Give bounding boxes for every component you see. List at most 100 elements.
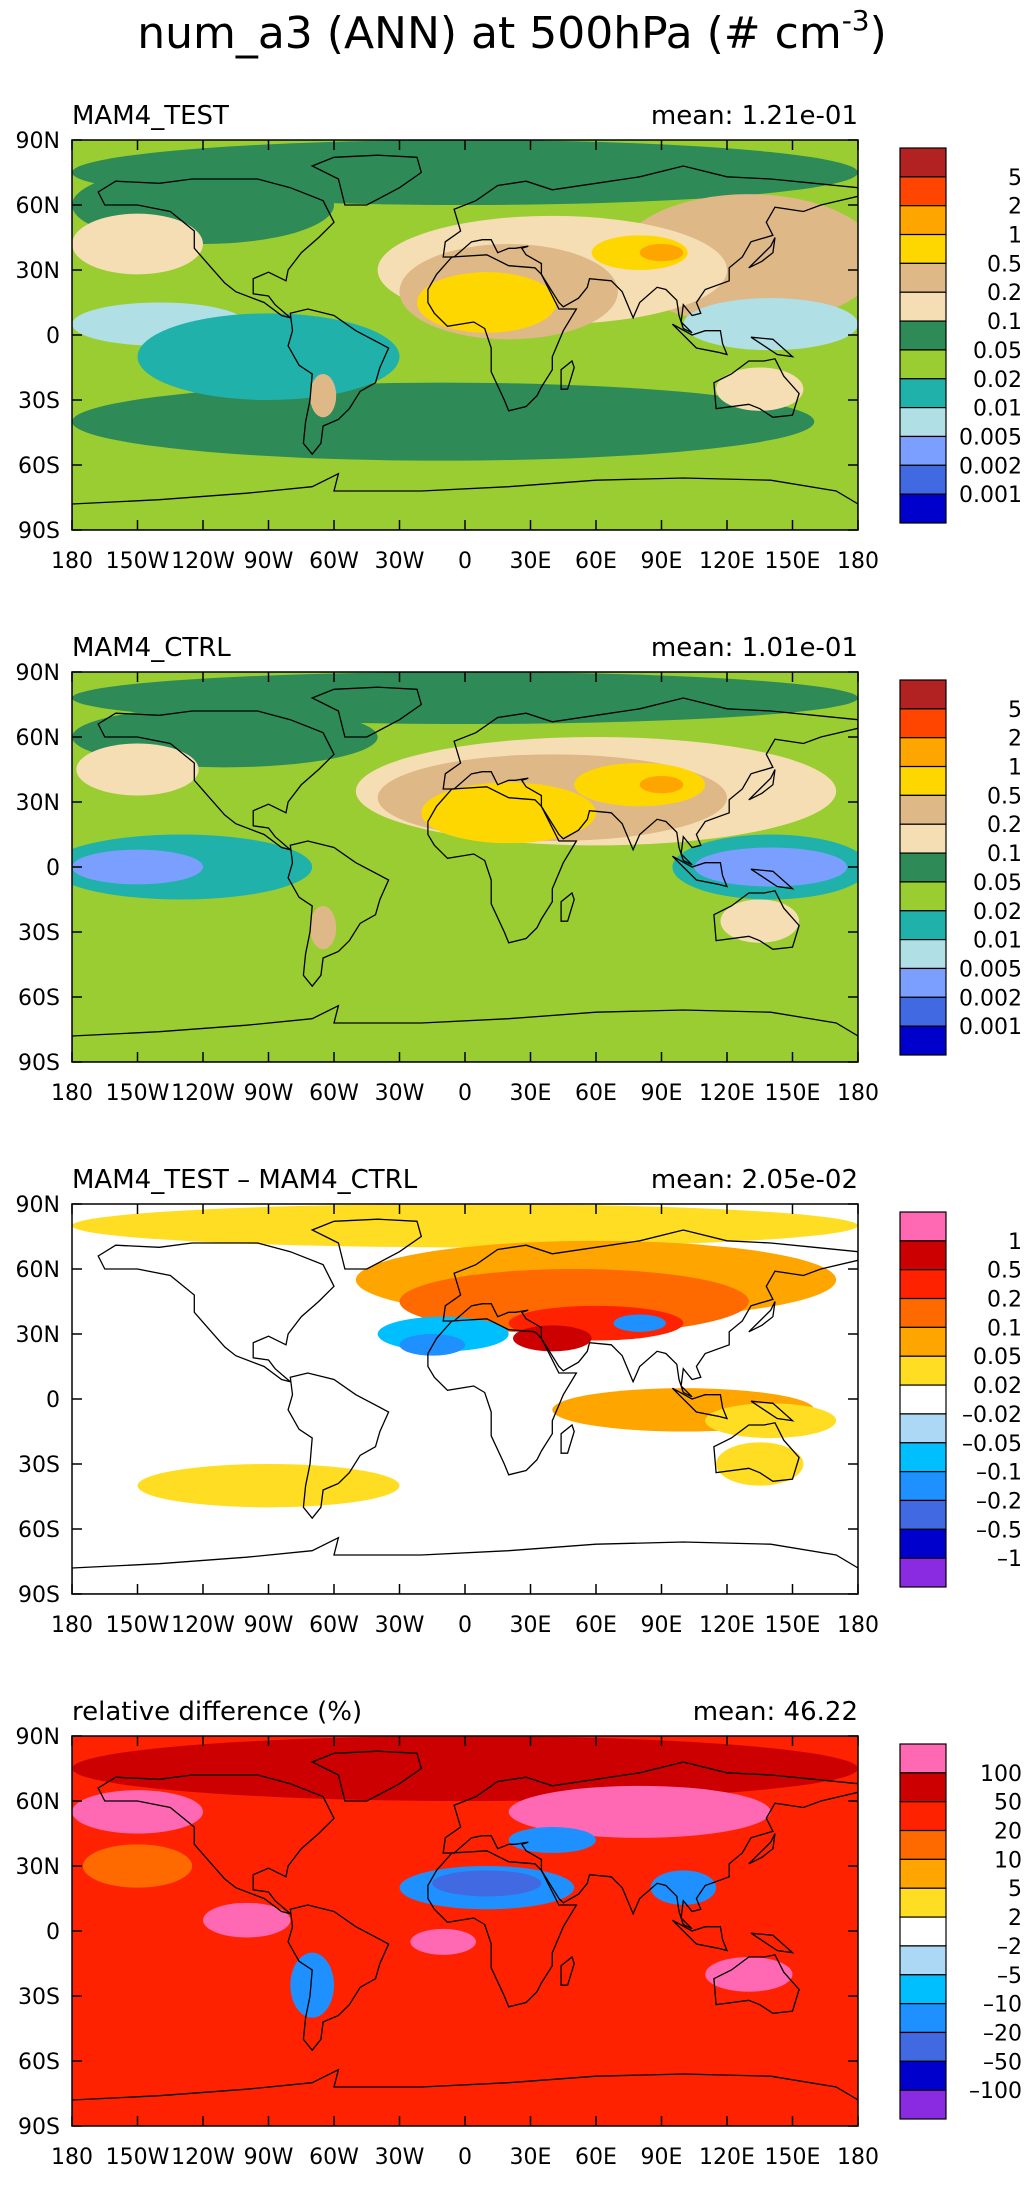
colorbar-box bbox=[899, 435, 947, 466]
x-tick-label: 90W bbox=[244, 1613, 294, 1638]
colorbar-box bbox=[899, 320, 947, 351]
y-tick-label: 60S bbox=[18, 1518, 60, 1543]
colorbar-box bbox=[899, 679, 947, 710]
x-tick-label: 90E bbox=[641, 2145, 683, 2170]
colorbar-label: –5 bbox=[997, 1964, 1022, 1989]
coastline-new-guinea bbox=[750, 1400, 795, 1422]
panel-mean-label: mean: 46.22 bbox=[693, 1697, 858, 1727]
coastline-japan bbox=[748, 769, 776, 801]
x-tick-label: 150E bbox=[765, 1081, 821, 1106]
colorbar-box bbox=[899, 378, 947, 409]
x-tick-label: 60E bbox=[575, 549, 617, 574]
x-tick-label: 120W bbox=[171, 2145, 235, 2170]
x-tick-label: 120E bbox=[699, 549, 755, 574]
x-tick-label: 30W bbox=[375, 549, 425, 574]
colorbar-label: –2 bbox=[997, 1935, 1022, 1960]
colorbar-box bbox=[899, 1025, 947, 1056]
colorbar-label: 5 bbox=[1008, 698, 1022, 723]
colorbar-label: 0.05 bbox=[973, 339, 1022, 364]
coastline-south-america bbox=[287, 1372, 390, 1520]
x-tick-label: 30W bbox=[375, 2145, 425, 2170]
colorbar-box bbox=[899, 1858, 947, 1889]
panel-title: MAM4_TEST – MAM4_CTRL bbox=[72, 1165, 418, 1195]
contour-region bbox=[716, 367, 804, 411]
colorbar-box bbox=[899, 205, 947, 236]
chart-svg: MAM4_CTRL mean: 1.01e-01 180 150W 120W 90W 60W… bbox=[16, 633, 1022, 1106]
y-tick-label: 0 bbox=[46, 1920, 60, 1945]
contour-region bbox=[716, 1442, 804, 1486]
colorbar-box bbox=[899, 1240, 947, 1271]
colorbar-box bbox=[899, 1442, 947, 1473]
panel-title: MAM4_TEST bbox=[72, 101, 229, 131]
colorbar-label: 0.1 bbox=[987, 310, 1022, 335]
coastline-north-america bbox=[97, 710, 335, 851]
x-tick-label: 120E bbox=[699, 1613, 755, 1638]
coastline-north-america bbox=[97, 1774, 335, 1915]
colorbar-box bbox=[899, 407, 947, 438]
coastline-new-guinea bbox=[750, 336, 795, 358]
panel-title: relative difference (%) bbox=[72, 1697, 362, 1727]
colorbar-box bbox=[899, 262, 947, 293]
panel-relative-difference: relative difference (%) mean: 46.22 180 150… bbox=[0, 1676, 1027, 2211]
coastline-eurasia bbox=[442, 165, 858, 334]
figure-title-sup: -3 bbox=[842, 4, 870, 37]
coastline-north-america bbox=[97, 1242, 335, 1383]
contour-region bbox=[694, 847, 848, 887]
x-tick-label: 120W bbox=[171, 1081, 235, 1106]
x-tick-label: 60W bbox=[309, 2145, 359, 2170]
x-tick-label: 90E bbox=[641, 1613, 683, 1638]
colorbar-box bbox=[899, 2031, 947, 2062]
map-field bbox=[72, 672, 858, 1062]
colorbar-label: –10 bbox=[983, 1993, 1022, 2018]
coastline-africa bbox=[427, 1850, 578, 2008]
chart-svg: MAM4_TEST – MAM4_CTRL mean: 2.05e-02 180 15… bbox=[16, 1165, 1022, 1638]
coastline-indonesia bbox=[671, 323, 729, 356]
colorbar-box bbox=[899, 1326, 947, 1357]
colorbar-box bbox=[899, 147, 947, 178]
chart-svg: relative difference (%) mean: 46.22 180 150… bbox=[16, 1697, 1022, 2170]
colorbar-label: –50 bbox=[983, 2050, 1022, 2075]
contour-region bbox=[72, 1204, 858, 1248]
contour-region bbox=[410, 1928, 476, 1955]
y-tick-label: 30N bbox=[16, 791, 60, 816]
x-tick-label: 90W bbox=[244, 549, 294, 574]
coastline-madagascar bbox=[560, 891, 575, 922]
coastline-greenland bbox=[310, 686, 423, 738]
contour-region bbox=[137, 1464, 400, 1508]
colorbar-label: 0.02 bbox=[973, 368, 1022, 393]
y-tick-label: 90S bbox=[18, 2115, 60, 2140]
x-tick-label: 60E bbox=[575, 2145, 617, 2170]
contour-region bbox=[705, 1957, 793, 1992]
x-tick-label: 90W bbox=[244, 1081, 294, 1106]
colorbar-label: 0.05 bbox=[973, 1345, 1022, 1370]
contour-region bbox=[290, 1952, 334, 2018]
y-tick-label: 30N bbox=[16, 259, 60, 284]
colorbar-label: 1 bbox=[1008, 756, 1022, 781]
x-tick-label: 90E bbox=[641, 1081, 683, 1106]
panel-mam4-ctrl: MAM4_CTRL mean: 1.01e-01 180 150W 120W 90W 60W… bbox=[0, 612, 1027, 1147]
colorbar-box bbox=[899, 967, 947, 998]
coastline-indonesia bbox=[671, 1387, 729, 1420]
x-tick-label: 180 bbox=[837, 549, 879, 574]
x-tick-label: 150E bbox=[765, 2145, 821, 2170]
coastline-australia bbox=[713, 890, 800, 950]
colorbar-box bbox=[899, 1355, 947, 1386]
coastline-madagascar bbox=[560, 1955, 575, 1986]
y-tick-label: 90N bbox=[16, 1725, 60, 1750]
colorbar-box bbox=[899, 1269, 947, 1300]
coastline-greenland bbox=[310, 1218, 423, 1270]
coastline-australia bbox=[713, 358, 800, 418]
x-tick-label: 30W bbox=[375, 1081, 425, 1106]
colorbar-box bbox=[899, 349, 947, 380]
y-tick-label: 0 bbox=[46, 1388, 60, 1413]
coastline-eurasia bbox=[442, 1229, 858, 1398]
contour-region bbox=[72, 849, 203, 885]
y-tick-label: 60N bbox=[16, 726, 60, 751]
x-tick-label: 150W bbox=[106, 2145, 170, 2170]
x-tick-label: 180 bbox=[837, 1613, 879, 1638]
colorbar-box bbox=[899, 910, 947, 941]
y-tick-label: 0 bbox=[46, 324, 60, 349]
y-tick-label: 90N bbox=[16, 1193, 60, 1218]
colorbar-label: –0.5 bbox=[976, 1518, 1022, 1543]
map-field bbox=[72, 140, 858, 530]
